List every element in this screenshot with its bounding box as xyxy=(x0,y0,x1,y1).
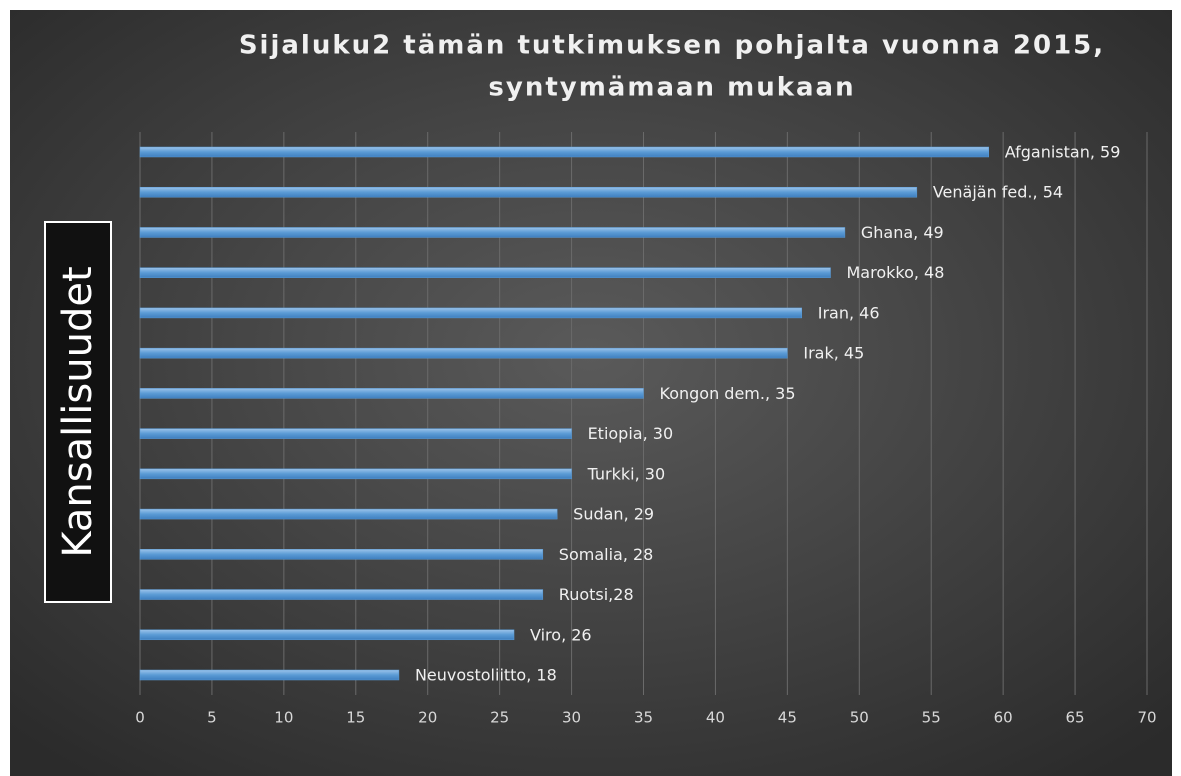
x-tick-label: 60 xyxy=(994,709,1013,727)
data-label: Kongon dem., 35 xyxy=(660,384,796,403)
y-axis-label: Kansallisuudet xyxy=(55,266,101,557)
bar xyxy=(139,468,572,480)
x-tick-label: 70 xyxy=(1137,709,1156,727)
data-label: Viro, 26 xyxy=(530,625,592,644)
x-tick-label: 65 xyxy=(1066,709,1085,727)
x-tick-label: 35 xyxy=(634,709,653,727)
bar xyxy=(139,388,644,399)
bar xyxy=(139,428,572,439)
data-label: Venäjän fed., 54 xyxy=(933,183,1063,202)
x-tick-label: 5 xyxy=(207,709,217,727)
bar xyxy=(139,589,544,600)
x-tick-label: 0 xyxy=(135,709,145,727)
bar xyxy=(139,227,846,238)
x-tick-label: 25 xyxy=(490,709,509,727)
data-label: Ghana, 49 xyxy=(861,223,944,242)
y-label-box xyxy=(44,221,112,603)
bar xyxy=(139,549,544,560)
data-label: Iran, 46 xyxy=(818,303,880,322)
data-label: Turkki, 30 xyxy=(587,464,666,483)
data-label: Irak, 45 xyxy=(803,344,864,363)
bar xyxy=(139,347,788,359)
data-label: Neuvostoliitto, 18 xyxy=(415,666,557,685)
x-tick-label: 55 xyxy=(922,709,941,727)
x-tick-label: 30 xyxy=(562,709,581,727)
bar xyxy=(139,186,918,198)
x-tick-label: 20 xyxy=(418,709,437,727)
x-tick-label: 40 xyxy=(706,709,725,727)
chart-title: Sijaluku2 tämän tutkimuksen pohjalta vuo… xyxy=(239,31,1105,61)
chart-title: syntymämaan mukaan xyxy=(488,73,855,103)
data-label: Ruotsi,28 xyxy=(559,585,634,604)
data-label: Afganistan, 59 xyxy=(1005,143,1121,162)
bar xyxy=(139,267,831,278)
data-label: Sudan, 29 xyxy=(573,505,654,524)
bar xyxy=(139,629,515,641)
data-label: Marokko, 48 xyxy=(847,263,945,282)
bar xyxy=(139,508,558,520)
data-label: Etiopia, 30 xyxy=(588,424,674,443)
bar xyxy=(139,146,990,158)
bar xyxy=(139,669,400,681)
x-tick-label: 45 xyxy=(778,709,797,727)
x-tick-label: 15 xyxy=(346,709,365,727)
x-tick-label: 50 xyxy=(850,709,869,727)
x-tick-label: 10 xyxy=(274,709,293,727)
bar xyxy=(139,307,802,319)
data-label: Somalia, 28 xyxy=(559,545,654,564)
